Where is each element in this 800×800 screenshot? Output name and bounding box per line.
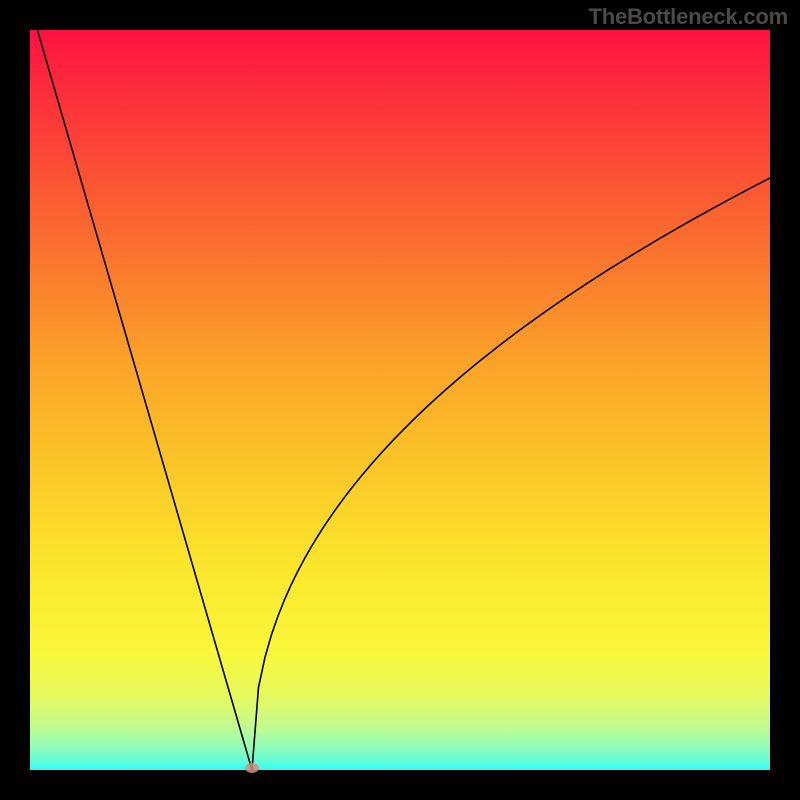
bottleneck-chart <box>0 0 800 800</box>
watermark-text: TheBottleneck.com <box>588 4 788 30</box>
vertex-marker <box>245 763 259 773</box>
plot-area <box>30 30 770 770</box>
